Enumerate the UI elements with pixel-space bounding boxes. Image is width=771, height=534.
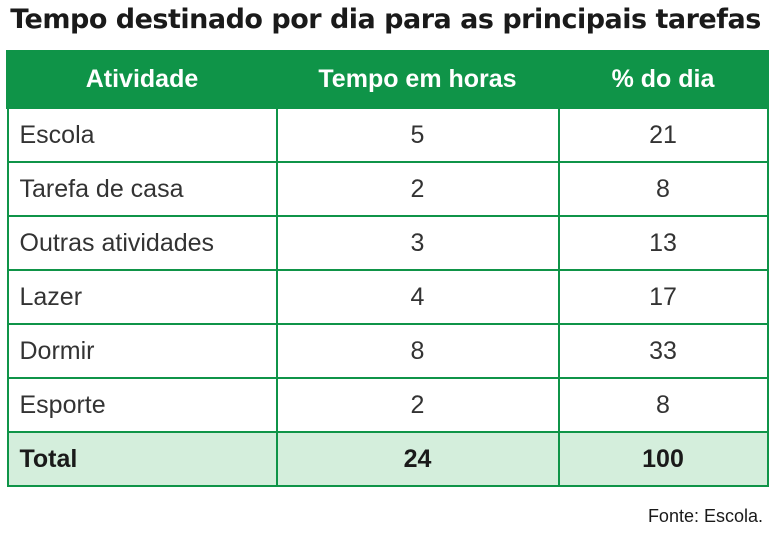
hours-cell: 2 [275, 161, 560, 217]
activity-cell: Tarefa de casa [6, 161, 278, 217]
percent-cell: 8 [557, 377, 769, 433]
column-header-hours: Tempo em horas [275, 50, 560, 109]
percent-cell: 21 [557, 106, 769, 163]
table-row: Lazer 4 17 [6, 269, 769, 325]
table-header-row: Atividade Tempo em horas % do dia [6, 50, 769, 109]
table-row: Dormir 8 33 [6, 323, 769, 379]
hours-cell: 5 [275, 106, 560, 163]
table-row: Escola 5 21 [6, 106, 769, 163]
total-percent: 100 [557, 431, 769, 487]
percent-cell: 33 [557, 323, 769, 379]
table-title: Tempo destinado por dia para as principa… [10, 4, 761, 35]
source-note: Fonte: Escola. [647, 506, 763, 526]
percent-cell: 17 [557, 269, 769, 325]
table-row: Outras atividades 3 13 [6, 215, 769, 271]
total-row: Total 24 100 [6, 431, 769, 487]
hours-cell: 3 [275, 215, 560, 271]
total-label: Total [6, 431, 278, 487]
percent-cell: 13 [557, 215, 769, 271]
activity-cell: Outras atividades [6, 215, 278, 271]
table-row: Esporte 2 8 [6, 377, 769, 433]
activity-cell: Lazer [6, 269, 278, 325]
hours-cell: 2 [275, 377, 560, 433]
activities-table: Atividade Tempo em horas % do dia Escola… [6, 50, 769, 487]
activity-cell: Dormir [6, 323, 278, 379]
total-hours: 24 [275, 431, 560, 487]
hours-cell: 8 [275, 323, 560, 379]
activity-cell: Esporte [6, 377, 278, 433]
column-header-activity: Atividade [6, 50, 278, 109]
hours-cell: 4 [275, 269, 560, 325]
percent-cell: 8 [557, 161, 769, 217]
activity-cell: Escola [6, 106, 278, 163]
table-row: Tarefa de casa 2 8 [6, 161, 769, 217]
column-header-percent: % do dia [557, 50, 769, 109]
